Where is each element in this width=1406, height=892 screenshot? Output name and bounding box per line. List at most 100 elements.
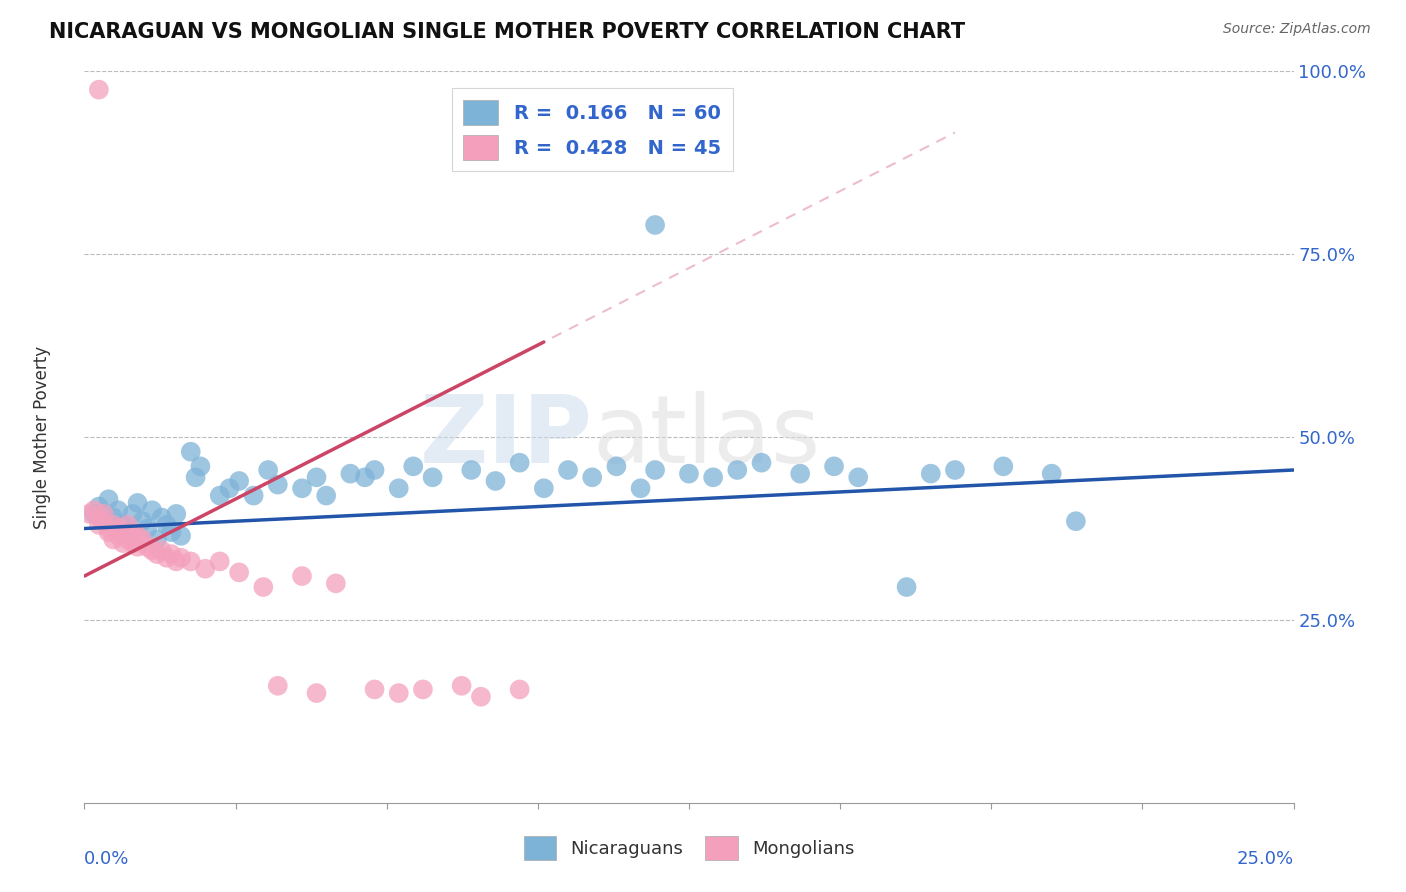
Point <box>146 533 169 547</box>
Point <box>630 481 652 495</box>
Point <box>170 529 193 543</box>
Point <box>141 503 163 517</box>
Point <box>107 521 129 535</box>
Point <box>305 686 328 700</box>
Point <box>422 470 444 484</box>
Point <box>103 510 125 524</box>
Point <box>77 507 100 521</box>
Point <box>150 510 173 524</box>
Point <box>257 463 280 477</box>
Point <box>460 463 482 477</box>
Point <box>388 481 411 495</box>
Point <box>1064 514 1087 528</box>
Point <box>678 467 700 481</box>
Text: Source: ZipAtlas.com: Source: ZipAtlas.com <box>1223 22 1371 37</box>
Text: ZIP: ZIP <box>419 391 592 483</box>
Point <box>267 477 290 491</box>
Point <box>131 533 153 547</box>
Point <box>1040 467 1063 481</box>
Point <box>160 547 183 561</box>
Point <box>412 682 434 697</box>
Point <box>112 517 135 532</box>
Point <box>87 500 110 514</box>
Point <box>112 536 135 550</box>
Point <box>184 470 207 484</box>
Point <box>363 682 385 697</box>
Point <box>97 521 120 535</box>
Point <box>325 576 347 591</box>
Text: 0.0%: 0.0% <box>84 850 129 868</box>
Point <box>190 459 212 474</box>
Legend: Nicaraguans, Mongolians: Nicaraguans, Mongolians <box>516 830 862 867</box>
Point <box>943 463 966 477</box>
Point <box>97 525 120 540</box>
Point <box>252 580 274 594</box>
Point <box>208 554 231 568</box>
Point <box>127 529 149 543</box>
Point <box>121 536 143 550</box>
Point <box>117 517 139 532</box>
Point <box>208 489 231 503</box>
Point <box>702 470 724 484</box>
Point <box>117 525 139 540</box>
Point <box>450 679 472 693</box>
Point <box>533 481 555 495</box>
Text: NICARAGUAN VS MONGOLIAN SINGLE MOTHER POVERTY CORRELATION CHART: NICARAGUAN VS MONGOLIAN SINGLE MOTHER PO… <box>49 22 966 42</box>
Point <box>87 517 110 532</box>
Point <box>160 525 183 540</box>
Point <box>103 533 125 547</box>
Point <box>83 507 105 521</box>
Point <box>170 550 193 565</box>
Point <box>93 514 115 528</box>
Point <box>141 543 163 558</box>
Point <box>87 83 110 97</box>
Point <box>315 489 337 503</box>
Point <box>228 566 250 580</box>
Point <box>993 459 1015 474</box>
Point <box>267 679 290 693</box>
Point <box>509 456 531 470</box>
Point <box>896 580 918 594</box>
Point <box>155 550 177 565</box>
Point <box>484 474 506 488</box>
Point <box>155 517 177 532</box>
Point <box>402 459 425 474</box>
Point <box>823 459 845 474</box>
Point <box>146 547 169 561</box>
Point <box>644 218 666 232</box>
Point <box>117 533 139 547</box>
Point <box>470 690 492 704</box>
Point <box>121 525 143 540</box>
Point <box>846 470 869 484</box>
Point <box>180 444 202 458</box>
Point <box>136 521 159 535</box>
Point <box>165 507 187 521</box>
Point <box>127 496 149 510</box>
Point <box>228 474 250 488</box>
Point <box>557 463 579 477</box>
Point <box>751 456 773 470</box>
Point <box>97 492 120 507</box>
Point <box>605 459 627 474</box>
Point <box>509 682 531 697</box>
Point <box>107 529 129 543</box>
Point <box>165 554 187 568</box>
Point <box>136 540 159 554</box>
Point <box>291 481 314 495</box>
Point <box>93 507 115 521</box>
Point <box>112 525 135 540</box>
Point <box>131 514 153 528</box>
Point <box>107 503 129 517</box>
Point <box>644 463 666 477</box>
Point <box>103 517 125 532</box>
Point <box>920 467 942 481</box>
Point <box>83 503 105 517</box>
Point <box>218 481 240 495</box>
Point <box>121 507 143 521</box>
Point <box>363 463 385 477</box>
Point <box>242 489 264 503</box>
Point <box>194 562 217 576</box>
Point <box>354 470 377 484</box>
Point <box>305 470 328 484</box>
Point <box>180 554 202 568</box>
